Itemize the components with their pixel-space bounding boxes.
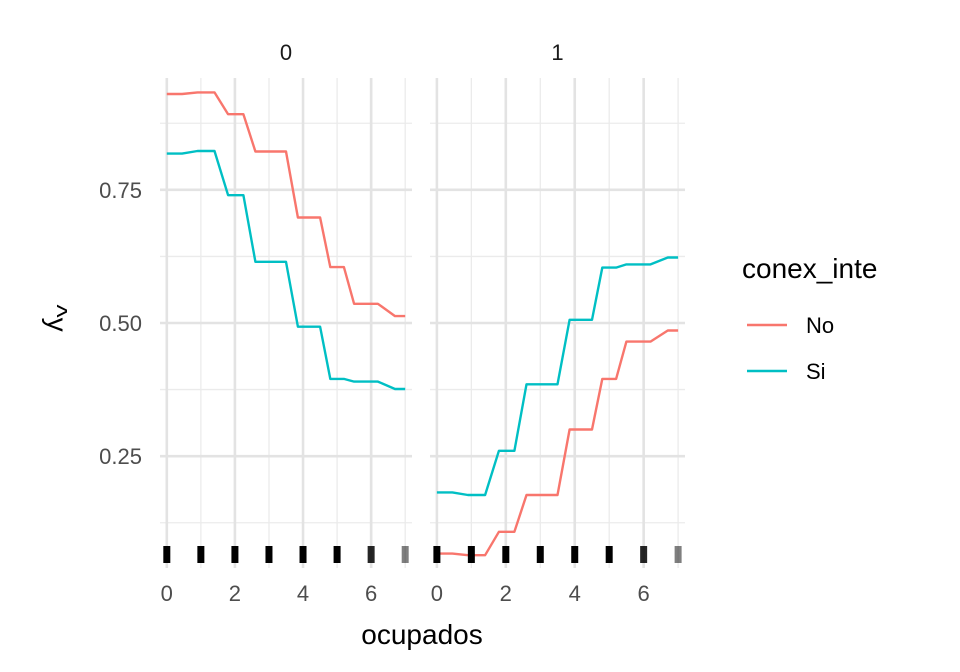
legend-label-si: Si xyxy=(806,359,826,384)
x-tick-label: 6 xyxy=(638,581,650,606)
facet-strip-label: 0 xyxy=(280,40,292,65)
legend-items: No Si xyxy=(747,313,834,384)
x-tick-label: 4 xyxy=(569,581,581,606)
facet-panel-1: 1 0 2 4 6 xyxy=(430,40,685,606)
legend-title: conex_inte xyxy=(742,253,877,284)
series-line-no xyxy=(436,329,679,557)
y-axis: 0.25 0.50 0.75 xyxy=(99,178,142,469)
x-tick-label: 0 xyxy=(431,581,443,606)
x-tick-label: 0 xyxy=(161,581,173,606)
x-tick-label: 6 xyxy=(365,581,377,606)
x-axis-title: ocupados xyxy=(361,619,482,650)
y-tick-label: 0.75 xyxy=(99,178,142,203)
x-tick-label: 2 xyxy=(229,581,241,606)
legend: conex_inte No Si xyxy=(742,253,877,384)
y-axis-title: ^y xyxy=(42,304,73,331)
series-line-no xyxy=(166,91,406,318)
x-tick-label: 4 xyxy=(297,581,309,606)
facet-strip-label: 1 xyxy=(551,40,563,65)
x-tick-label: 2 xyxy=(500,581,512,606)
facet-panels: 0 0 2 4 6 1 0 2 4 6 xyxy=(160,40,685,606)
facet-panel-0: 0 0 2 4 6 xyxy=(160,40,412,606)
series-line-si xyxy=(436,256,679,497)
y-tick-label: 0.50 xyxy=(99,311,142,336)
legend-label-no: No xyxy=(806,313,834,338)
y-tick-label: 0.25 xyxy=(99,444,142,469)
series-line-si xyxy=(166,149,406,391)
